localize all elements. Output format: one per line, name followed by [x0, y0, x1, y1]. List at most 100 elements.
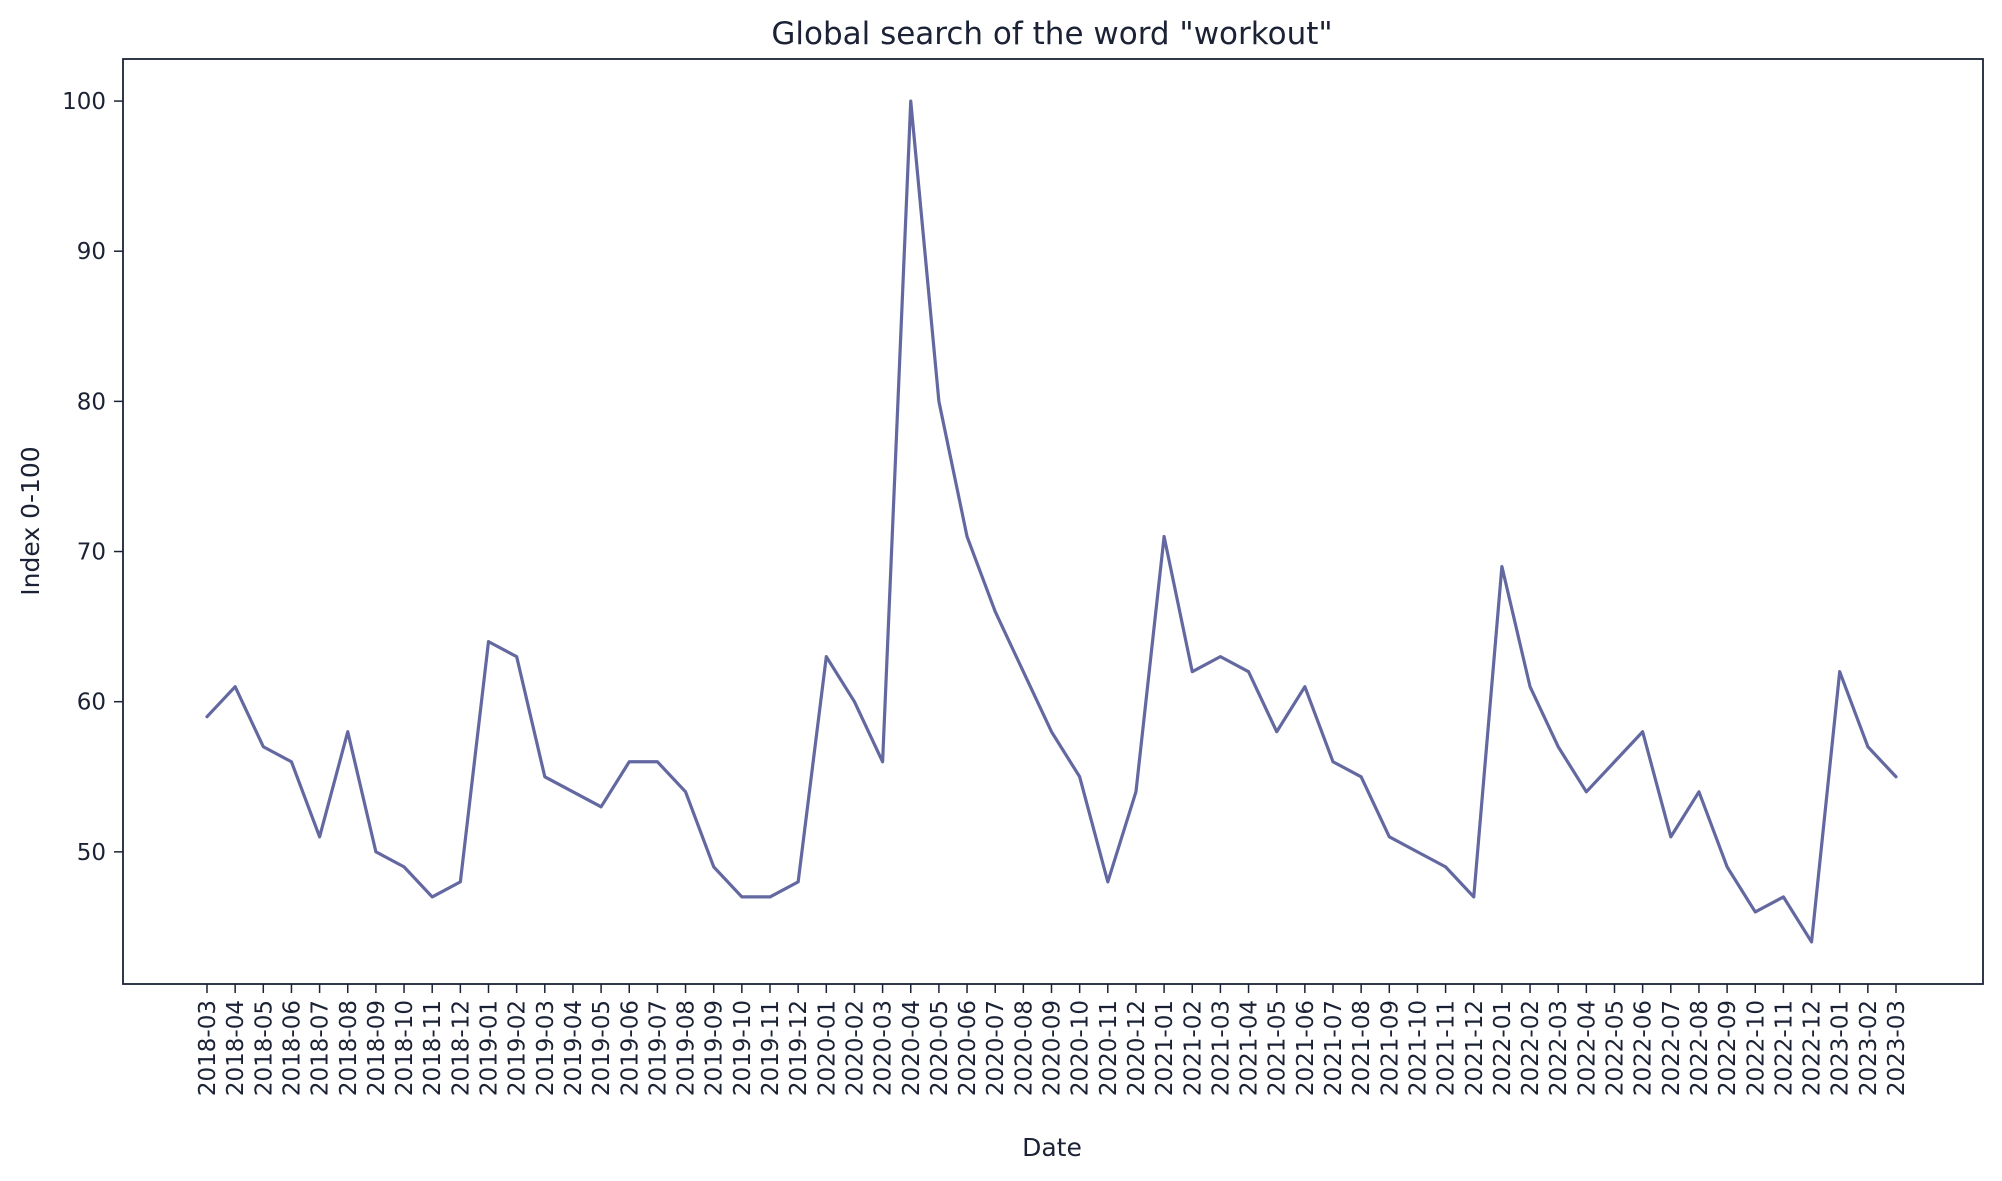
data-point — [1303, 685, 1307, 689]
x-tick-label: 2019-07 — [645, 1000, 671, 1096]
y-tick-label: 80 — [77, 389, 106, 415]
x-tick-label: 2021-04 — [1237, 1000, 1263, 1096]
data-point — [1725, 865, 1729, 869]
data-point — [796, 880, 800, 884]
x-tick-label: 2020-08 — [1011, 1000, 1037, 1096]
x-tick-label: 2020-01 — [814, 1000, 840, 1096]
x-tick-label: 2021-05 — [1265, 1000, 1291, 1096]
data-point — [261, 745, 265, 749]
data-point — [515, 655, 519, 659]
data-point — [1050, 730, 1054, 734]
x-tick-label: 2022-10 — [1743, 1000, 1769, 1096]
data-point — [1528, 685, 1532, 689]
y-tick-label: 60 — [77, 690, 106, 716]
x-tick-label: 2019-12 — [786, 1000, 812, 1096]
data-points — [205, 99, 1898, 944]
x-tick-label: 2021-10 — [1405, 1000, 1431, 1096]
data-point — [1472, 895, 1476, 899]
x-tick-label: 2018-03 — [195, 1000, 221, 1096]
data-point — [1218, 655, 1222, 659]
data-point — [1500, 565, 1504, 569]
y-tick-label: 50 — [77, 840, 106, 866]
x-tick-label: 2020-12 — [1124, 1000, 1150, 1096]
data-point — [1106, 880, 1110, 884]
x-tick-label: 2020-07 — [983, 1000, 1009, 1096]
x-tick-label: 2021-08 — [1349, 1000, 1375, 1096]
data-point — [1387, 835, 1391, 839]
x-tick-label: 2019-09 — [702, 1000, 728, 1096]
x-tick-label: 2020-10 — [1068, 1000, 1094, 1096]
data-point — [655, 760, 659, 764]
data-point — [1556, 745, 1560, 749]
x-tick-label: 2020-11 — [1096, 1000, 1122, 1096]
data-point — [1415, 850, 1419, 854]
data-point — [993, 610, 997, 614]
data-point — [233, 685, 237, 689]
data-point — [1162, 535, 1166, 539]
data-point — [1894, 775, 1898, 779]
series-line — [205, 99, 1898, 944]
x-tick-label: 2020-04 — [899, 1000, 925, 1096]
data-point — [1444, 865, 1448, 869]
x-tick-label: 2022-02 — [1518, 1000, 1544, 1096]
data-point — [205, 715, 209, 719]
data-point — [374, 850, 378, 854]
x-tick-label: 2021-02 — [1180, 1000, 1206, 1096]
x-tick-label: 2022-11 — [1771, 1000, 1797, 1096]
x-tick-label: 2019-01 — [477, 1000, 503, 1096]
data-point — [1641, 730, 1645, 734]
x-tick-label: 2020-05 — [927, 1000, 953, 1096]
data-point — [1669, 835, 1673, 839]
chart-title: Global search of the word "workout" — [771, 16, 1332, 52]
y-tick-label: 100 — [62, 89, 106, 115]
data-point — [458, 880, 462, 884]
data-point — [487, 640, 491, 644]
data-point — [1078, 775, 1082, 779]
data-point — [1753, 910, 1757, 914]
data-point — [712, 865, 716, 869]
data-point — [768, 895, 772, 899]
x-tick-label: 2022-09 — [1715, 1000, 1741, 1096]
x-tick-label: 2022-07 — [1659, 1000, 1685, 1096]
x-tick-label: 2021-03 — [1208, 1000, 1234, 1096]
x-tick-label: 2018-08 — [336, 1000, 362, 1096]
x-tick-label: 2022-03 — [1546, 1000, 1572, 1096]
y-axis: 50 60 70 80 90 100 — [62, 89, 123, 866]
x-tick-label: 2022-12 — [1800, 1000, 1826, 1096]
x-tick-label: 2018-12 — [448, 1000, 474, 1096]
x-tick-label: 2018-05 — [251, 1000, 277, 1096]
x-tick-label: 2019-05 — [589, 1000, 615, 1096]
data-point — [1247, 670, 1251, 674]
data-point — [1810, 940, 1814, 944]
x-tick-label: 2022-01 — [1490, 1000, 1516, 1096]
x-tick-label: 2019-10 — [730, 1000, 756, 1096]
data-point — [909, 99, 913, 103]
y-tick-label: 70 — [77, 540, 106, 566]
data-point — [965, 535, 969, 539]
x-tick-label: 2023-01 — [1828, 1000, 1854, 1096]
data-point — [1613, 760, 1617, 764]
x-tick-label: 2021-12 — [1462, 1000, 1488, 1096]
data-point — [1697, 790, 1701, 794]
x-tick-label: 2019-02 — [505, 1000, 531, 1096]
x-tick-label: 2019-04 — [561, 1000, 587, 1096]
x-axis: 2018-03 2018-04 2018-05 2018-06 2018-07 2018-… — [195, 984, 1910, 1096]
data-point — [1866, 745, 1870, 749]
data-point — [1021, 670, 1025, 674]
plot-area — [205, 99, 1898, 944]
data-point — [937, 399, 941, 403]
x-tick-label: 2019-11 — [758, 1000, 784, 1096]
x-tick-label: 2023-03 — [1884, 1000, 1910, 1096]
x-tick-label: 2018-04 — [223, 1000, 249, 1096]
data-point — [852, 700, 856, 704]
x-tick-label: 2019-06 — [617, 1000, 643, 1096]
x-tick-label: 2021-09 — [1377, 1000, 1403, 1096]
x-tick-label: 2022-08 — [1687, 1000, 1713, 1096]
x-tick-label: 2021-11 — [1434, 1000, 1460, 1096]
x-tick-label: 2022-04 — [1574, 1000, 1600, 1096]
data-point — [1275, 730, 1279, 734]
data-point — [318, 835, 322, 839]
x-tick-label: 2020-09 — [1040, 1000, 1066, 1096]
data-point — [1190, 670, 1194, 674]
